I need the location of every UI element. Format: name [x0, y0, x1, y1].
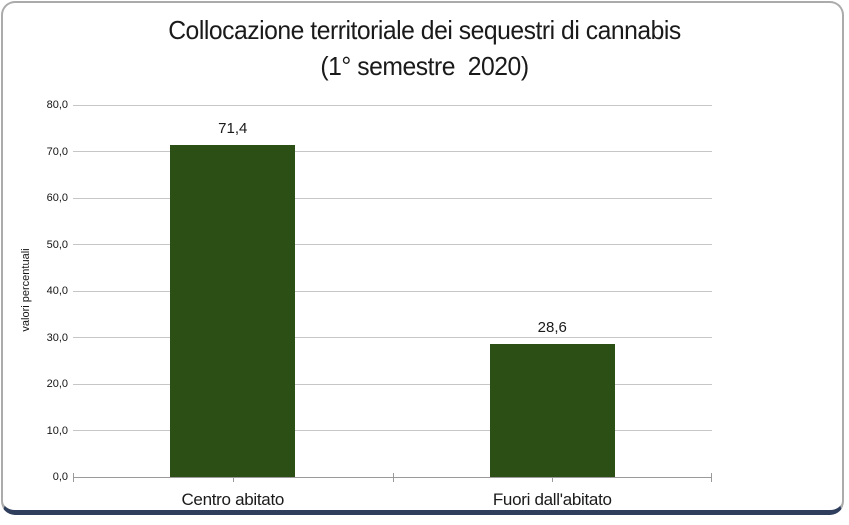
y-tick-label: 60,0: [46, 192, 68, 204]
gridline: [73, 244, 712, 245]
y-tick-label: 30,0: [46, 331, 68, 344]
axis-minor-tick: [232, 477, 234, 482]
chart-border: [1, 1, 844, 515]
category-label: Fuori dall'abitato: [492, 490, 612, 509]
x-axis-line: [73, 477, 712, 478]
y-tick-label: 40,0: [46, 285, 68, 297]
gridline: [73, 104, 712, 106]
chart-title: Collocazione territoriale dei sequestri …: [21, 12, 828, 84]
gridline: [73, 383, 712, 385]
bar-value-label: 28,6: [537, 319, 567, 336]
y-tick-label: 0,0: [52, 471, 68, 483]
chart-title-line1: Collocazione territoriale dei sequestri …: [168, 15, 681, 45]
bar-value-label: 71,4: [218, 119, 248, 137]
bar: [170, 144, 296, 477]
y-tick-label: 20,0: [46, 378, 68, 390]
gridline: [73, 197, 712, 199]
gridline: [73, 430, 712, 431]
y-tick-label: 50,0: [46, 238, 68, 251]
y-tick-label: 10,0: [46, 424, 68, 437]
chart-title-line2: (1° semestre 2020): [320, 51, 529, 81]
category-label: Centro abitato: [181, 490, 285, 509]
axis-minor-tick: [552, 477, 554, 482]
bar: [489, 344, 615, 477]
gridline: [73, 290, 712, 292]
y-tick-label: 70,0: [46, 145, 68, 158]
gridline: [73, 337, 712, 338]
gridline: [73, 151, 712, 152]
y-tick-label: 80,0: [46, 99, 68, 111]
